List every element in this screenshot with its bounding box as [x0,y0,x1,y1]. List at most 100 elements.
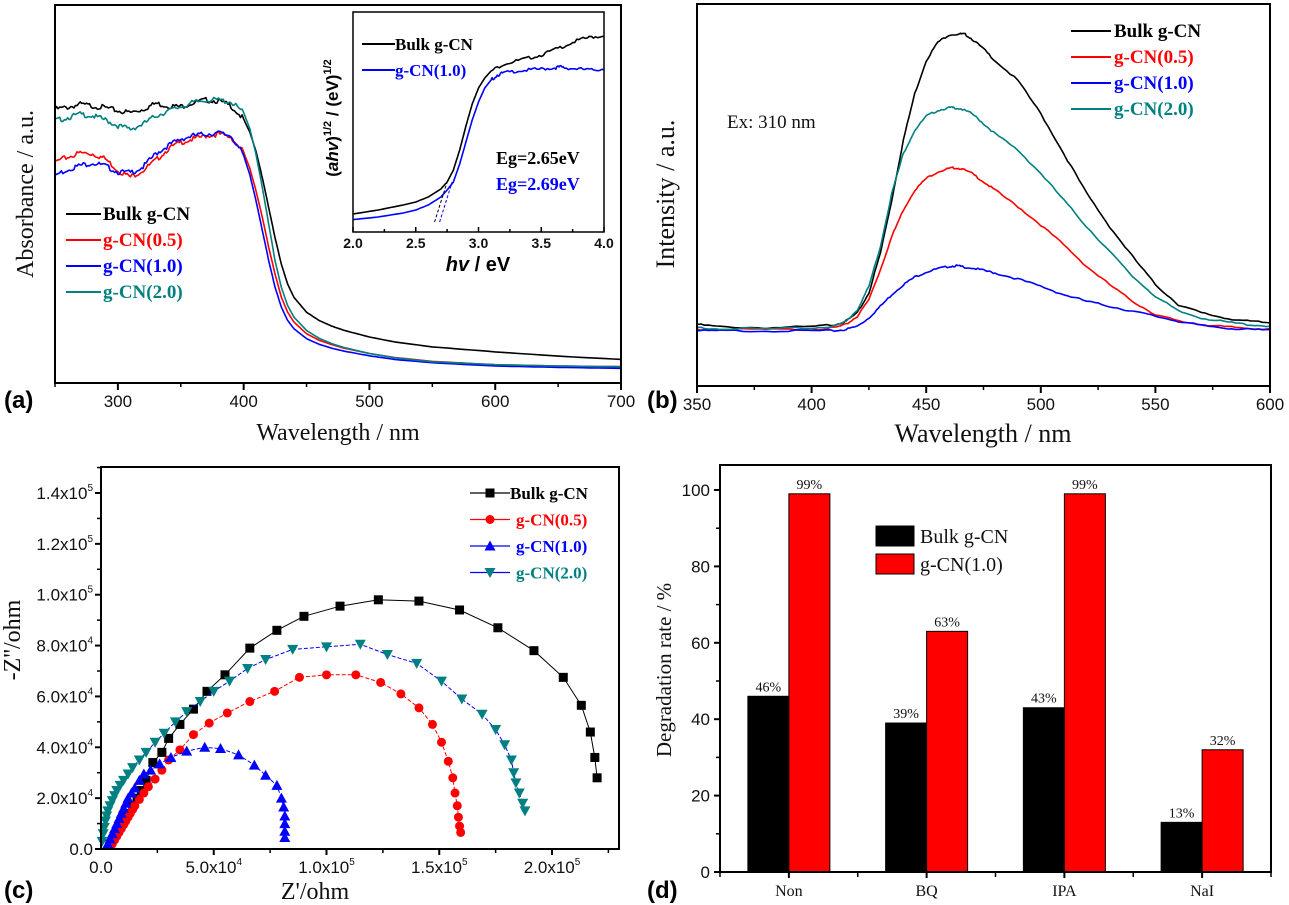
data-point [120,797,132,808]
y-tick-label: 1.4x105 [36,483,93,503]
x-tick-label: Non [775,883,803,900]
data-point [414,596,424,606]
data-point [109,823,121,834]
data-point [517,798,529,809]
panel-c-series-g-cn-2-0 [96,639,531,847]
inset-annotation-eg-gcn10: Eg=2.69eV [496,174,580,194]
inset-series-g-cn-1-0 [352,64,605,221]
data-point [245,643,255,653]
panel-b-legend: Bulk g-CN g-CN(0.5) g-CN(1.0) g-CN(2.0) [1071,21,1201,120]
data-point [149,737,161,748]
panel-c-frame [100,466,620,850]
data-point [118,802,130,813]
data-point [140,747,152,758]
data-point [113,812,125,823]
data-point [411,658,423,669]
panel-c-plot-area [96,595,602,849]
legend-label-g-cn-0-5: g-CN(0.5) [1114,47,1194,68]
bar-group-nai: 13% 32% [1160,734,1244,873]
panel-a-frame [54,4,622,384]
data-point [373,595,383,605]
data-label: 99% [797,478,823,493]
data-label: 43% [1031,692,1057,707]
inset-plot-area [352,35,605,223]
data-point [248,759,260,770]
y-tick-label: 1.0x105 [36,585,93,605]
inset-tangent-line [439,181,453,223]
y-tick-label: 1.2x105 [36,534,93,554]
data-point [181,707,193,718]
panel-c-x-ticks: 0.0 5.0x104 1.0x105 1.5x105 2.0x105 [89,849,610,877]
data-point [299,611,309,621]
data-point [592,773,602,783]
inset-legend: Bulk g-CN g-CN(1.0) [362,35,474,80]
data-point [122,769,134,780]
bar-group-ipa: 43% 99% [1022,478,1106,873]
inset-legend-label-bulk-g-cn: Bulk g-CN [395,35,474,54]
data-point [158,728,170,739]
legend-label-g-cn-1-0: g-CN(1.0) [920,554,1003,576]
data-point [245,697,255,707]
x-tick-label: 700 [607,392,635,411]
data-point [115,807,127,818]
legend-label-bulk-g-cn: Bulk g-CN [103,204,190,225]
data-point [215,743,227,754]
data-point [233,749,245,760]
data-point [100,816,112,827]
data-point [175,719,185,729]
data-point [220,670,230,680]
legend-label-g-cn-1-0: g-CN(1.0) [516,537,587,556]
data-point [272,625,282,635]
data-point [453,812,463,822]
bar-group-non: 46% 99% [747,478,831,873]
data-point [275,792,287,803]
legend-label-g-cn-1-0: g-CN(1.0) [103,256,183,277]
panel-b-plot-area [696,32,1271,333]
data-point [208,686,220,697]
data-point [222,708,232,718]
panel-c-x-axis-label: Z'/ohm [281,879,350,905]
data-point [279,810,291,821]
data-point [443,756,453,766]
data-point [194,697,206,708]
x-tick-label: 300 [104,392,132,411]
data-point [452,801,462,811]
panel-a-label: (a) [4,387,33,414]
inset-x-ticks: 2.0 2.5 3.0 3.5 4.0 [343,227,614,251]
y-tick-label: 20 [691,787,710,806]
data-point [143,782,153,792]
inset-y-axis-label: (ahv)1/2 / (eV)1/2 [322,59,342,177]
data-point [224,676,236,687]
data-point [513,788,525,799]
x-tick-label: 450 [912,395,940,414]
y-tick-label: 8.0x104 [36,636,93,656]
legend-label-g-cn-2-0: g-CN(2.0) [516,564,587,583]
y-tick-label: 80 [691,557,710,576]
data-point [321,642,332,653]
y-tick-label: 0.0 [69,840,93,859]
y-tick-label: 40 [691,710,710,729]
data-point [585,727,595,737]
y-tick-label: 2.0x104 [36,788,93,808]
panel-c-legend: Bulk g-CN g-CN(0.5) g-CN(1.0) g-CN(2.0) [470,484,589,583]
legend-marker-g-cn-1-0 [484,540,496,551]
data-point [576,700,586,710]
panel-d-label: (d) [647,877,678,904]
data-point [396,689,406,699]
x-tick-label: 400 [229,392,257,411]
legend-label-bulk-g-cn: Bulk g-CN [510,484,589,503]
data-point [335,601,345,611]
data-point [118,775,130,786]
data-point [414,703,424,713]
panel-a-series-g-cn-2-0 [54,96,622,368]
panel-b-photoluminescence: 350 400 450 500 550 600 Wavelength / nm Inten… [647,3,1284,448]
data-point [157,747,167,757]
data-point [169,717,181,728]
data-point [138,768,150,779]
data-point [455,605,465,615]
legend-label-g-cn-2-0: g-CN(2.0) [1114,99,1194,120]
panel-c-label: (c) [4,877,33,904]
data-point [508,768,520,779]
legend-label-g-cn-0-5: g-CN(0.5) [516,511,587,530]
data-point [456,827,466,837]
